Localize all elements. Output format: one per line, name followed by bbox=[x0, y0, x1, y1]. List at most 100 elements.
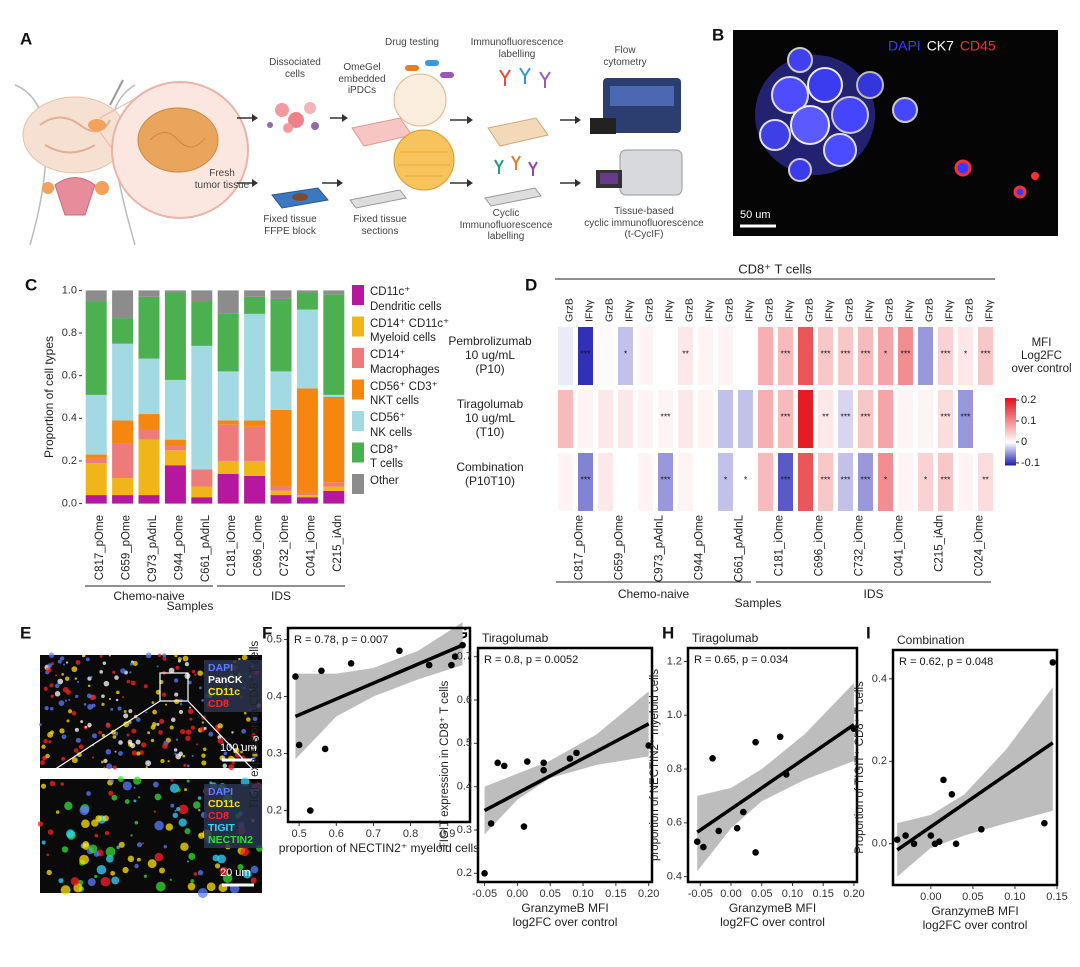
colorbar-segment bbox=[1005, 398, 1016, 401]
x-tick-label: 0.00 bbox=[720, 888, 741, 900]
cell-signal bbox=[103, 766, 106, 769]
x-tick-label: C041_iOme bbox=[305, 515, 317, 576]
heatmap-cell bbox=[638, 390, 653, 448]
cell-signal bbox=[217, 738, 224, 744]
panel-title: Combination bbox=[897, 633, 964, 647]
cell-signal bbox=[114, 750, 117, 753]
cell-signal bbox=[179, 702, 183, 706]
cell-signal bbox=[43, 738, 48, 744]
cell-signal bbox=[79, 805, 90, 816]
bar-segment bbox=[217, 371, 239, 421]
cell-signal bbox=[231, 731, 234, 734]
heatmap-cell bbox=[858, 327, 873, 385]
plot-frame bbox=[476, 646, 654, 884]
cell-signal bbox=[104, 830, 110, 836]
cell-signal bbox=[71, 711, 77, 716]
cell-signal bbox=[83, 654, 86, 657]
heatmap-cell bbox=[958, 327, 973, 385]
cell-signal bbox=[190, 879, 195, 883]
colorbar-segment bbox=[1005, 453, 1016, 456]
bar-segment bbox=[244, 475, 266, 504]
bar-segment bbox=[85, 454, 107, 459]
colorbar-segment bbox=[1005, 436, 1016, 439]
bar-segment bbox=[112, 343, 134, 421]
bar-segment bbox=[217, 290, 239, 314]
point bbox=[318, 667, 325, 675]
colorbar-segment bbox=[1005, 414, 1016, 417]
heatmap-cell bbox=[878, 453, 893, 511]
channel-label: CD11c bbox=[208, 686, 240, 698]
zoom-lines bbox=[39, 700, 263, 780]
cell-signal bbox=[228, 764, 235, 771]
cell-signal bbox=[103, 758, 108, 764]
cell-signal bbox=[94, 874, 98, 879]
bar-segment bbox=[138, 358, 160, 415]
x-tick-label: 0.15 bbox=[605, 888, 626, 900]
fit-line bbox=[696, 723, 855, 834]
bar-segment bbox=[323, 394, 345, 397]
cell-signal bbox=[231, 761, 235, 765]
cell-signal bbox=[64, 676, 70, 681]
cell-signal bbox=[48, 652, 55, 658]
colorbar-tick-label: -0.1 bbox=[1021, 457, 1040, 469]
y-tick-label: 0.8 bbox=[62, 327, 77, 339]
cell-signal bbox=[108, 790, 114, 796]
bar-segment bbox=[85, 495, 107, 504]
significance: *** bbox=[781, 411, 792, 421]
significance: *** bbox=[841, 348, 852, 358]
cell-signal bbox=[38, 723, 42, 727]
channel-label: CK7 bbox=[927, 38, 954, 54]
cell-signal bbox=[241, 728, 247, 734]
point bbox=[902, 832, 909, 839]
cell-signal bbox=[123, 713, 129, 719]
column-label: GrzB bbox=[883, 298, 895, 322]
bar-segment bbox=[85, 301, 107, 395]
bar-segment bbox=[85, 290, 107, 302]
heatmap-cell bbox=[658, 390, 673, 448]
point bbox=[292, 673, 299, 680]
cell-signal bbox=[192, 801, 201, 809]
y-tick-label: 0.2 bbox=[62, 455, 77, 467]
heatmap-cell bbox=[898, 327, 913, 385]
fit-line bbox=[294, 643, 464, 719]
y-tick-label: 0.6 bbox=[457, 694, 472, 706]
cell-signal bbox=[175, 665, 180, 670]
cell-signal bbox=[105, 846, 116, 857]
cell-signal bbox=[75, 694, 79, 699]
cell-signal bbox=[246, 717, 251, 722]
cell-signal bbox=[174, 752, 177, 756]
cell-signal bbox=[66, 719, 70, 723]
panel-label: B bbox=[712, 25, 724, 44]
colorbar-segment bbox=[1005, 401, 1016, 404]
bar-segment bbox=[112, 290, 134, 319]
cell-signal bbox=[99, 670, 104, 674]
x-tick-label: 0.7 bbox=[366, 828, 381, 840]
bar-segment bbox=[85, 394, 107, 455]
heatmap-cell bbox=[978, 390, 993, 448]
heatmap-cell bbox=[598, 327, 613, 385]
point bbox=[347, 660, 355, 667]
cell-signal bbox=[110, 870, 116, 876]
cell-signal bbox=[115, 698, 119, 702]
heatmap-cell bbox=[978, 453, 993, 511]
heatmap-cell bbox=[958, 453, 973, 511]
cell-signal bbox=[184, 828, 191, 835]
column-label: GrzB bbox=[723, 298, 735, 322]
cell-signal bbox=[194, 673, 197, 677]
x-tick-label: C973_pAdnL bbox=[147, 514, 159, 582]
significance: *** bbox=[661, 474, 672, 484]
bar-segment bbox=[296, 292, 318, 310]
cell-signal bbox=[240, 744, 243, 747]
cell-signal bbox=[91, 819, 99, 827]
cell-signal bbox=[108, 654, 111, 657]
column-label: GrzB bbox=[963, 298, 975, 322]
cell-signal bbox=[86, 693, 92, 699]
cell-signal bbox=[201, 760, 207, 766]
cell-signal bbox=[47, 731, 54, 738]
colorbar-segment bbox=[1005, 456, 1016, 459]
bar-segment bbox=[296, 309, 318, 389]
cell-signal bbox=[127, 739, 133, 745]
point bbox=[451, 653, 459, 660]
cell-signal bbox=[129, 671, 132, 674]
